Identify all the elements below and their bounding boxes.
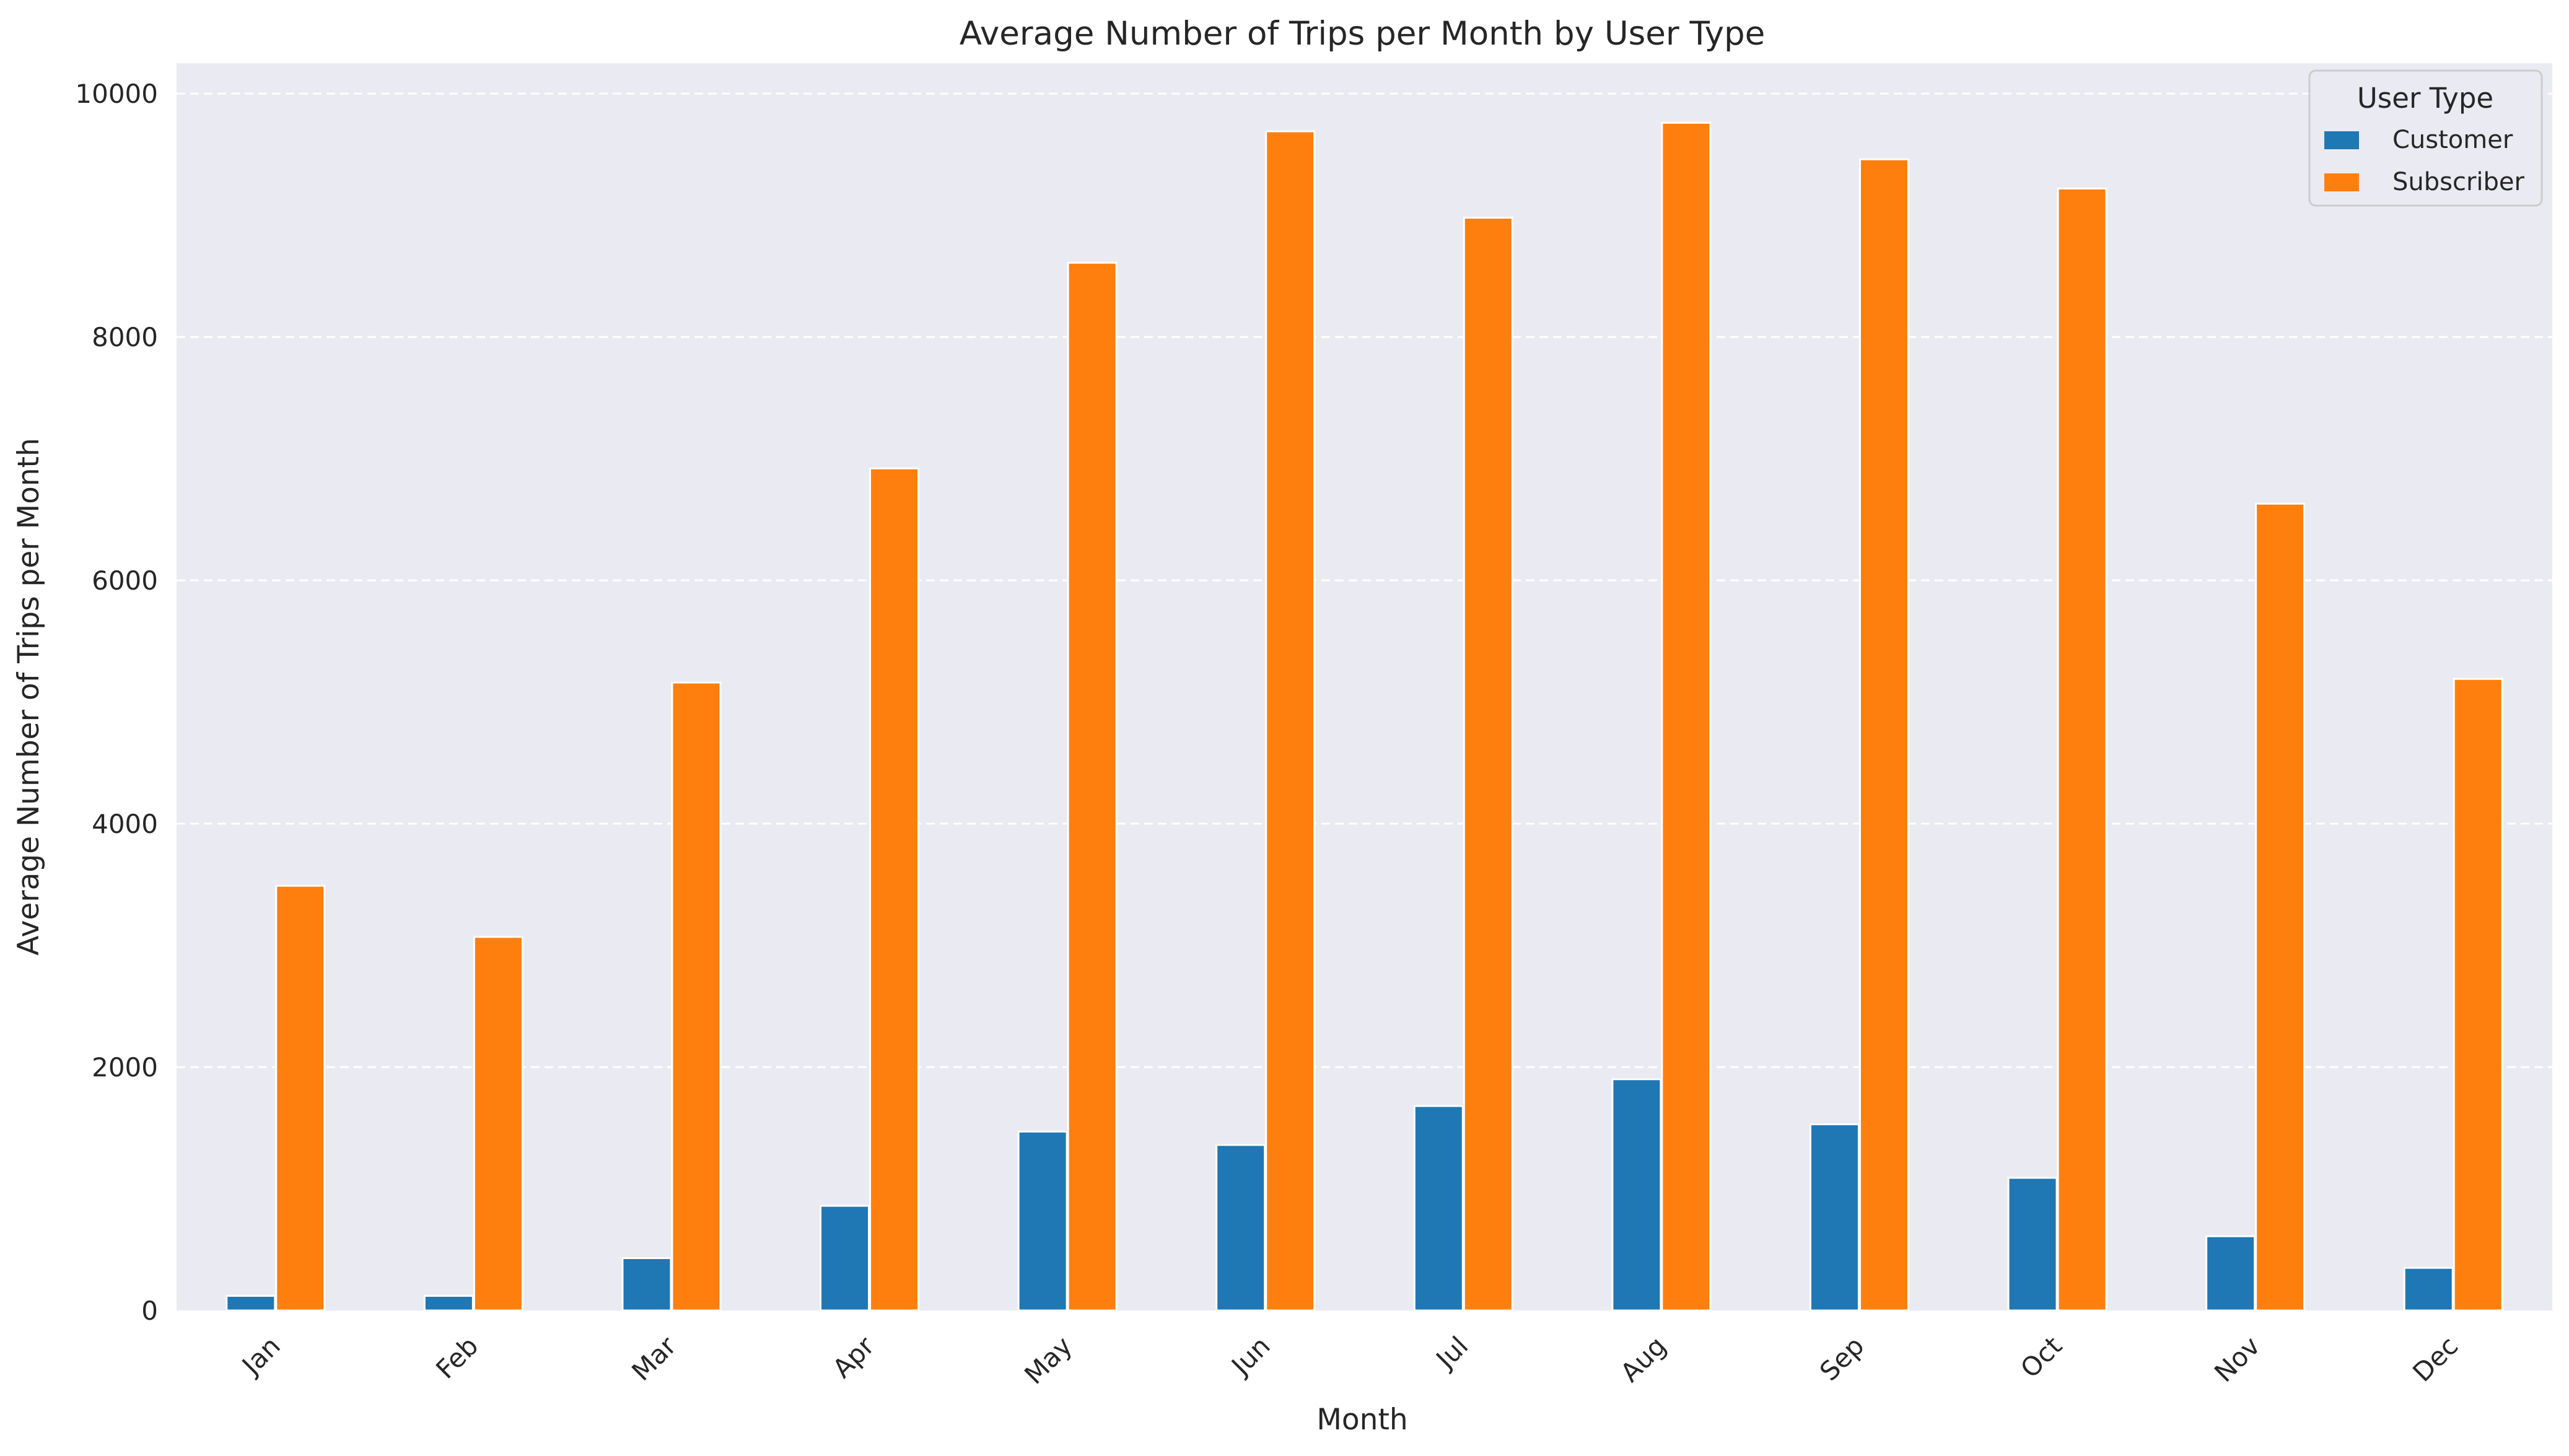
legend-swatch-subscriber bbox=[2324, 173, 2359, 191]
bar-subscriber-dec bbox=[2453, 678, 2503, 1312]
y-tick-label: 6000 bbox=[92, 565, 158, 596]
bar-subscriber-may bbox=[1067, 261, 1118, 1312]
bar-subscriber-jul bbox=[1463, 217, 1513, 1312]
x-tick-label: Dec bbox=[2407, 1330, 2464, 1387]
x-tick-label: Oct bbox=[2015, 1330, 2068, 1384]
bar-subscriber-feb bbox=[473, 936, 523, 1312]
x-axis-label: Month bbox=[1316, 1403, 1407, 1437]
bar-customer-dec bbox=[2403, 1266, 2454, 1312]
bar-subscriber-oct bbox=[2057, 187, 2107, 1312]
bar-subscriber-aug bbox=[1661, 121, 1712, 1312]
bar-subscriber-sep bbox=[1858, 158, 1909, 1312]
x-tick-label: Nov bbox=[2208, 1330, 2266, 1388]
x-tick-label: Feb bbox=[430, 1330, 484, 1384]
bar-customer-aug bbox=[1611, 1078, 1662, 1312]
x-tick-label: May bbox=[1018, 1330, 1078, 1390]
bar-customer-nov bbox=[2205, 1235, 2256, 1312]
y-tick-labels: 0 2000 4000 6000 8000 10000 bbox=[75, 79, 158, 1326]
grid-lines bbox=[177, 92, 2552, 1068]
bar-customer-feb bbox=[423, 1294, 474, 1312]
bar-subscriber-apr bbox=[869, 467, 920, 1312]
x-tick-label: Mar bbox=[626, 1330, 682, 1387]
x-tick-label: Aug bbox=[1614, 1330, 1672, 1388]
x-tick-label: Apr bbox=[827, 1330, 881, 1384]
x-tick-label: Jul bbox=[1429, 1330, 1474, 1375]
bars bbox=[225, 121, 2503, 1312]
bar-customer-may bbox=[1017, 1130, 1068, 1312]
bar-customer-jul bbox=[1413, 1105, 1464, 1312]
bar-subscriber-mar bbox=[671, 681, 722, 1312]
bar-customer-jan bbox=[225, 1294, 276, 1312]
bar-customer-jun bbox=[1215, 1144, 1266, 1312]
bar-subscriber-jan bbox=[275, 884, 326, 1312]
y-tick-label: 2000 bbox=[92, 1052, 158, 1083]
bar-subscriber-nov bbox=[2255, 502, 2306, 1312]
y-tick-label: 0 bbox=[141, 1296, 158, 1326]
y-tick-label: 4000 bbox=[92, 809, 158, 839]
y-tick-label: 10000 bbox=[75, 79, 158, 109]
legend-label-subscriber: Subscriber bbox=[2392, 168, 2525, 196]
legend-box bbox=[2308, 69, 2543, 207]
x-tick-labels: Jan Feb Mar Apr May Jun Jul Aug Sep Oct Nov Dec bbox=[235, 1330, 2464, 1390]
chart-title: Average Number of Trips per Month by Use… bbox=[960, 15, 1765, 53]
bar-customer-oct bbox=[2007, 1177, 2058, 1312]
x-tick-label: Jun bbox=[1225, 1330, 1276, 1382]
bar-subscriber-jun bbox=[1265, 130, 1316, 1312]
legend-swatch-customer bbox=[2324, 131, 2359, 149]
y-axis-label: Average Number of Trips per Month bbox=[12, 438, 46, 956]
y-tick-label: 8000 bbox=[92, 322, 158, 352]
bar-customer-sep bbox=[1809, 1123, 1860, 1312]
bar-customer-apr bbox=[820, 1205, 870, 1312]
legend-title: User Type bbox=[2357, 82, 2493, 115]
legend-label-customer: Customer bbox=[2392, 126, 2513, 154]
legend: User Type Customer Subscriber bbox=[2308, 69, 2543, 207]
bar-customer-mar bbox=[621, 1257, 672, 1312]
plot-background bbox=[177, 63, 2552, 1310]
x-tick-label: Sep bbox=[1814, 1330, 1870, 1387]
x-tick-label: Jan bbox=[235, 1330, 286, 1382]
